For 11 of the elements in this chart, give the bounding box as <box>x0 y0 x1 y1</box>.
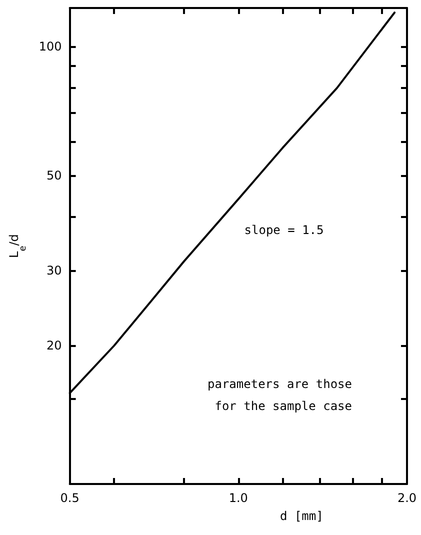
y-tick-label: 100 <box>38 39 62 54</box>
x-tick-label: 0.5 <box>60 491 80 505</box>
x-axis-title: d [mm] <box>280 509 324 523</box>
x-tick-label: 2.0 <box>397 491 417 505</box>
y-axis-title: Le/d <box>7 234 28 258</box>
y-tick-label: 20 <box>46 338 62 353</box>
annotation: slope = 1.5 <box>244 223 324 237</box>
x-tick-label: 1.0 <box>228 491 248 505</box>
y-tick-label: 30 <box>46 263 62 278</box>
y-tick-label: 50 <box>46 168 62 182</box>
annotation: parameters are those for the sample case <box>208 377 352 413</box>
